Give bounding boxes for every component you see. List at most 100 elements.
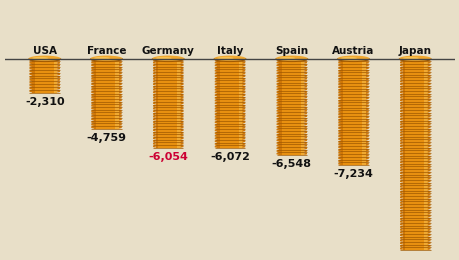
- Polygon shape: [427, 166, 430, 169]
- Polygon shape: [399, 148, 402, 150]
- Polygon shape: [180, 77, 183, 80]
- Polygon shape: [337, 127, 340, 129]
- Polygon shape: [337, 86, 340, 89]
- Polygon shape: [399, 242, 402, 245]
- Polygon shape: [399, 207, 402, 210]
- Polygon shape: [276, 93, 279, 96]
- Polygon shape: [276, 118, 279, 120]
- Polygon shape: [29, 64, 32, 67]
- Polygon shape: [153, 64, 156, 67]
- Polygon shape: [303, 91, 306, 93]
- Polygon shape: [365, 97, 368, 100]
- Polygon shape: [399, 123, 402, 126]
- Polygon shape: [427, 105, 430, 107]
- Polygon shape: [365, 135, 368, 138]
- Ellipse shape: [340, 57, 356, 60]
- Polygon shape: [242, 124, 245, 126]
- Polygon shape: [119, 58, 122, 61]
- Polygon shape: [276, 69, 279, 72]
- Polygon shape: [337, 67, 340, 69]
- Polygon shape: [427, 61, 430, 64]
- Polygon shape: [427, 174, 430, 177]
- Polygon shape: [427, 58, 430, 61]
- Polygon shape: [153, 118, 156, 121]
- Polygon shape: [337, 105, 340, 108]
- Polygon shape: [29, 76, 32, 79]
- Polygon shape: [427, 196, 430, 199]
- Polygon shape: [276, 128, 279, 131]
- Polygon shape: [276, 109, 279, 112]
- Polygon shape: [276, 104, 279, 107]
- Polygon shape: [242, 72, 245, 75]
- Polygon shape: [365, 132, 368, 135]
- Polygon shape: [399, 191, 402, 193]
- Polygon shape: [337, 61, 340, 64]
- Polygon shape: [399, 164, 402, 166]
- Polygon shape: [119, 77, 122, 80]
- Polygon shape: [399, 223, 402, 226]
- Polygon shape: [427, 245, 430, 247]
- Polygon shape: [242, 126, 245, 129]
- Polygon shape: [365, 94, 368, 97]
- Polygon shape: [153, 58, 156, 61]
- Polygon shape: [427, 150, 430, 153]
- Text: -6,548: -6,548: [271, 159, 311, 170]
- Polygon shape: [337, 83, 340, 86]
- Polygon shape: [119, 69, 122, 72]
- Polygon shape: [427, 123, 430, 126]
- Polygon shape: [365, 89, 368, 91]
- Polygon shape: [303, 134, 306, 136]
- Polygon shape: [365, 86, 368, 89]
- Polygon shape: [399, 137, 402, 139]
- Polygon shape: [399, 204, 402, 207]
- Polygon shape: [119, 126, 122, 129]
- Polygon shape: [91, 113, 94, 115]
- Text: -6,072: -6,072: [210, 152, 249, 162]
- Polygon shape: [399, 139, 402, 142]
- Polygon shape: [214, 145, 217, 148]
- Text: -2,310: -2,310: [25, 97, 64, 107]
- Polygon shape: [399, 166, 402, 169]
- Polygon shape: [399, 88, 402, 91]
- Polygon shape: [427, 126, 430, 129]
- Polygon shape: [399, 237, 402, 239]
- Polygon shape: [29, 70, 32, 73]
- Polygon shape: [399, 80, 402, 83]
- Polygon shape: [214, 142, 217, 145]
- Polygon shape: [29, 58, 32, 61]
- Polygon shape: [57, 67, 60, 70]
- Polygon shape: [153, 88, 156, 91]
- Polygon shape: [365, 119, 368, 121]
- Polygon shape: [29, 79, 32, 81]
- Polygon shape: [399, 126, 402, 129]
- Polygon shape: [276, 134, 279, 136]
- Polygon shape: [57, 90, 60, 93]
- Polygon shape: [180, 134, 183, 137]
- Polygon shape: [337, 72, 340, 75]
- Polygon shape: [303, 112, 306, 115]
- Polygon shape: [242, 77, 245, 80]
- Polygon shape: [276, 115, 279, 118]
- Polygon shape: [119, 75, 122, 77]
- Polygon shape: [91, 107, 94, 110]
- Polygon shape: [276, 107, 279, 109]
- Polygon shape: [399, 210, 402, 212]
- Polygon shape: [399, 121, 402, 123]
- Polygon shape: [427, 69, 430, 72]
- Polygon shape: [153, 67, 156, 69]
- Polygon shape: [427, 148, 430, 150]
- Polygon shape: [276, 152, 279, 155]
- Polygon shape: [303, 131, 306, 134]
- Polygon shape: [399, 58, 402, 61]
- Polygon shape: [57, 58, 60, 61]
- Polygon shape: [303, 152, 306, 155]
- Polygon shape: [119, 105, 122, 107]
- Polygon shape: [399, 239, 402, 242]
- Polygon shape: [337, 138, 340, 141]
- Polygon shape: [276, 139, 279, 142]
- Polygon shape: [214, 69, 217, 72]
- Polygon shape: [153, 121, 156, 123]
- Polygon shape: [365, 91, 368, 94]
- Polygon shape: [119, 102, 122, 105]
- Polygon shape: [29, 73, 32, 76]
